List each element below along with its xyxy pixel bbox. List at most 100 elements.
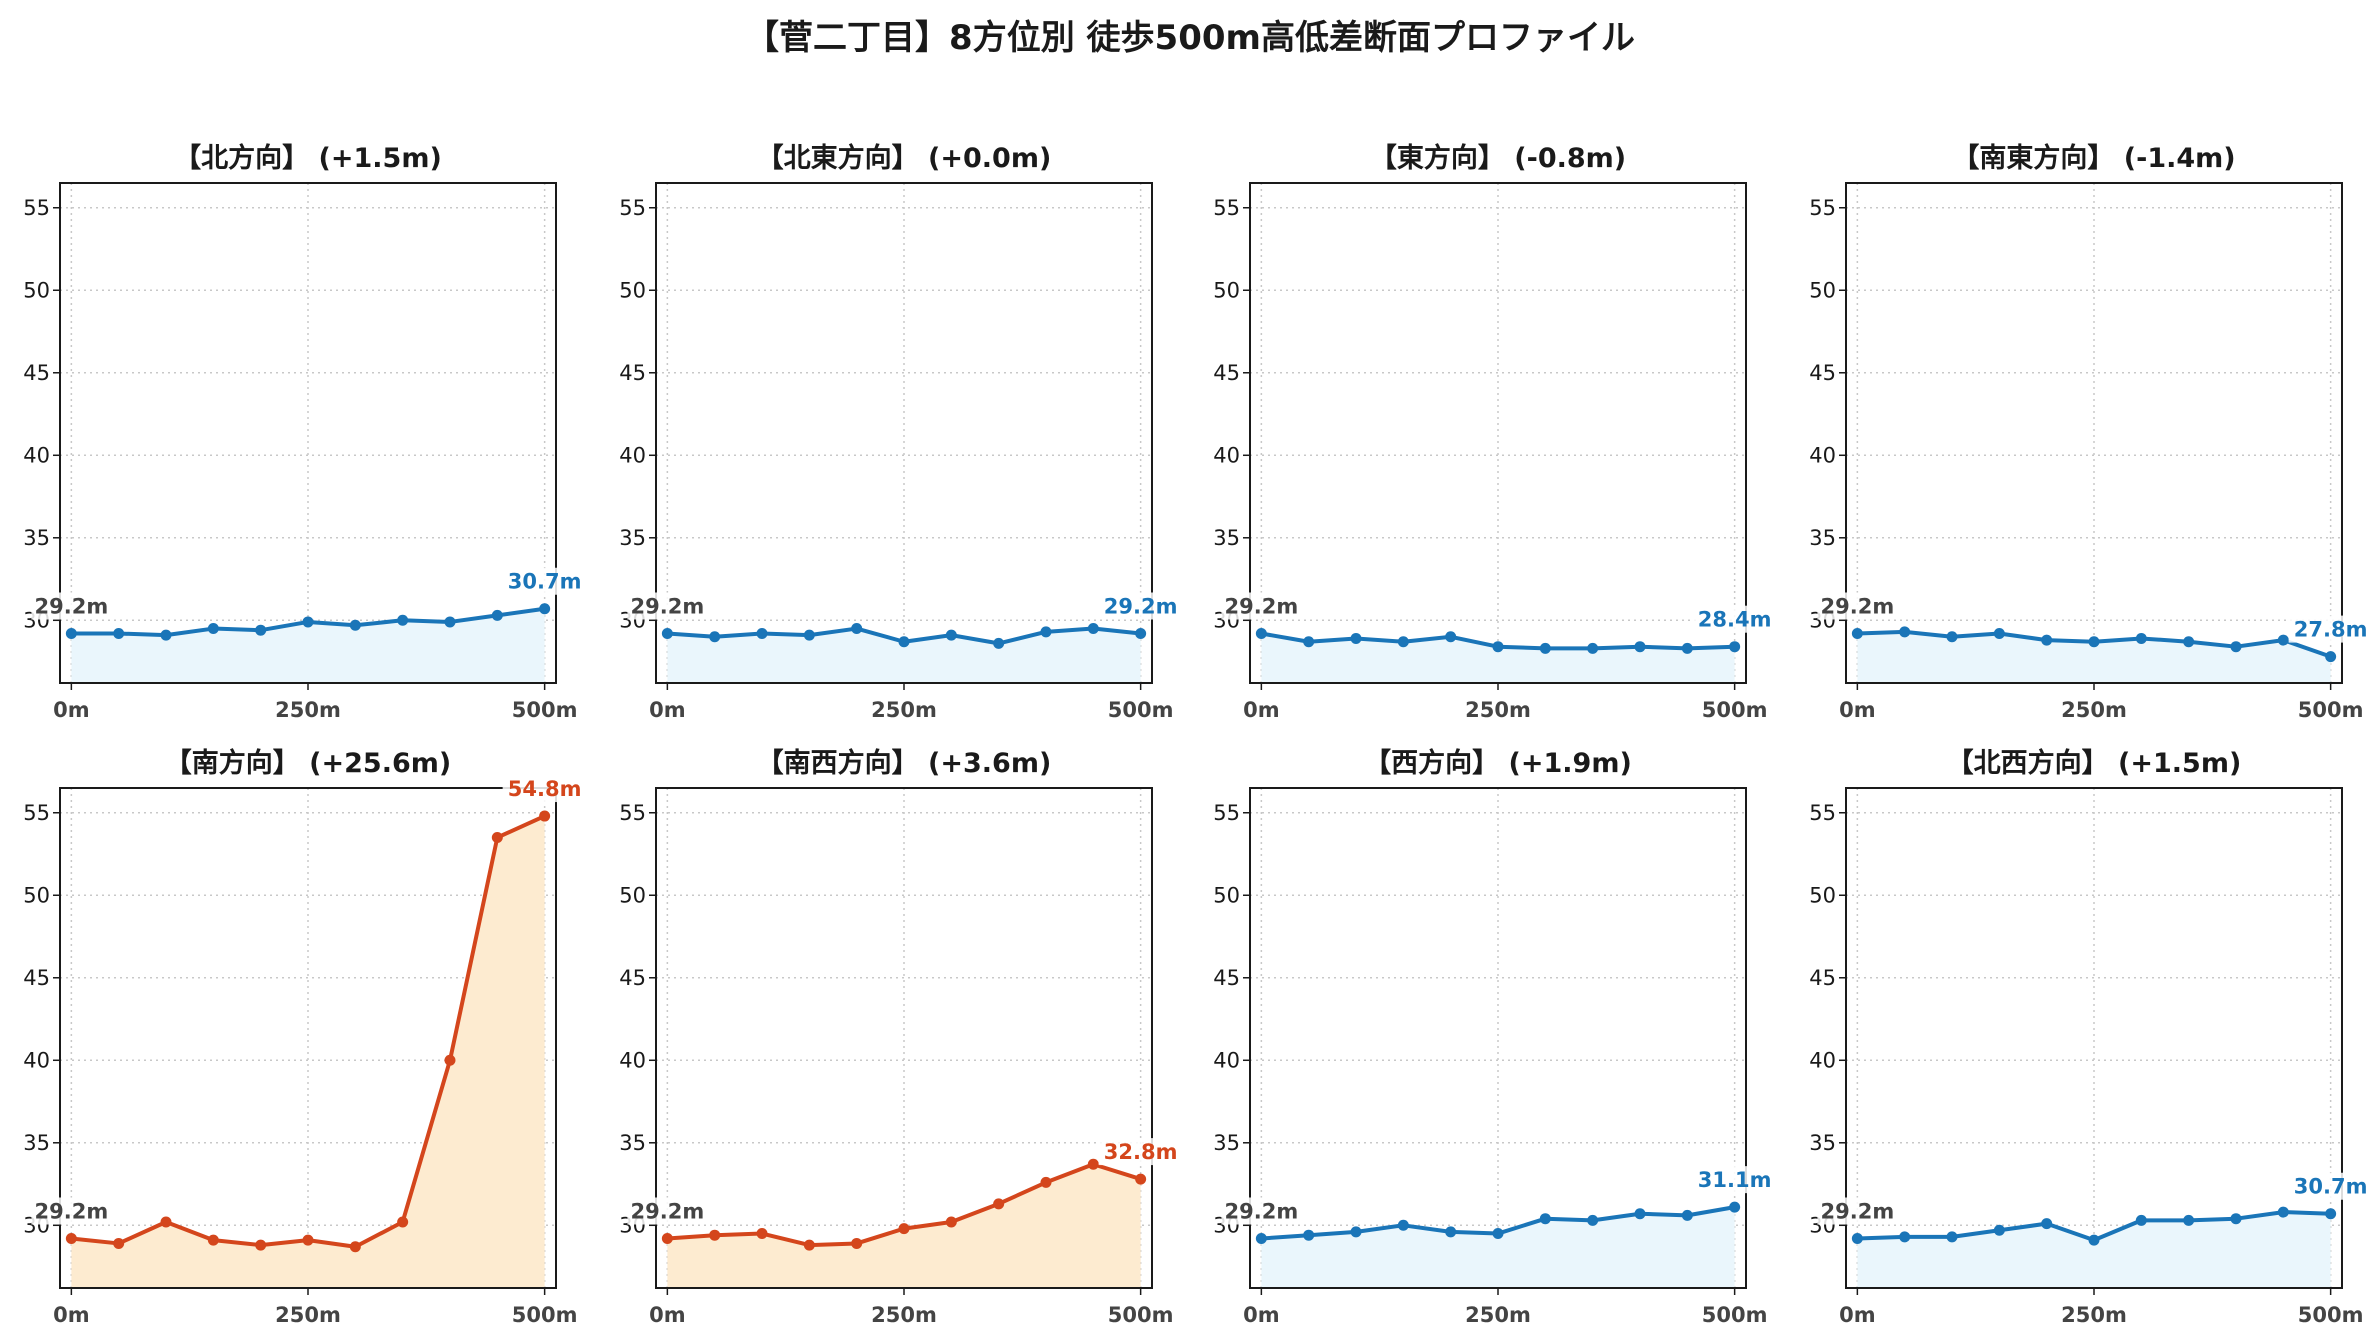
y-tick-label: 55 (23, 801, 50, 825)
y-tick-label: 45 (1213, 966, 1240, 990)
x-tick-label: 250m (1465, 1303, 1531, 1327)
end-elevation-label: 30.7m (508, 570, 582, 594)
axes-frame (59, 182, 557, 684)
data-point (1729, 641, 1741, 653)
x-tick-label: 500m (2298, 1303, 2364, 1327)
end-label-bg (1692, 605, 1777, 633)
data-point (113, 627, 125, 639)
start-elevation-label: 29.2m (35, 1199, 109, 1223)
end-label-bg (2288, 1172, 2373, 1200)
data-point (1135, 1173, 1147, 1185)
data-point (1946, 1231, 1958, 1243)
data-point (1350, 1226, 1362, 1238)
data-point (945, 1216, 957, 1228)
data-point (2230, 1213, 2242, 1225)
data-point (993, 1198, 1005, 1210)
data-point (113, 1237, 125, 1249)
x-tick-label: 500m (1702, 1303, 1768, 1327)
data-point (1303, 636, 1315, 648)
y-tick-label: 50 (619, 278, 646, 302)
y-tick-label: 35 (1213, 1131, 1240, 1155)
subplot-title: 【南方向】 (+25.6m) (165, 747, 451, 779)
data-point (539, 810, 551, 822)
end-elevation-label: 28.4m (1698, 608, 1772, 632)
start-label-bg (1817, 1197, 1898, 1225)
y-tick-label: 40 (23, 443, 50, 467)
y-tick-label: 55 (23, 196, 50, 220)
data-point (661, 627, 673, 639)
end-label-bg (502, 775, 587, 803)
data-point (1587, 1214, 1599, 1226)
data-point (2135, 1214, 2147, 1226)
data-point (207, 1234, 219, 1246)
start-elevation-label: 29.2m (1225, 594, 1299, 618)
y-tick-label: 45 (1809, 361, 1836, 385)
data-point (491, 832, 503, 844)
end-elevation-label: 54.8m (508, 777, 582, 801)
data-point (898, 1223, 910, 1235)
data-point (2277, 634, 2289, 646)
data-point (2183, 1214, 2195, 1226)
data-point (945, 629, 957, 641)
y-tick-label: 50 (23, 278, 50, 302)
x-tick-label: 500m (512, 698, 578, 722)
data-point (1445, 1226, 1457, 1238)
data-point (1397, 636, 1409, 648)
subplot-title: 【南西方向】 (+3.6m) (757, 747, 1052, 779)
x-tick-label: 250m (2061, 1303, 2127, 1327)
data-point (1539, 1213, 1551, 1225)
data-point (1681, 1209, 1693, 1221)
data-point (898, 636, 910, 648)
y-tick-label: 55 (619, 801, 646, 825)
subplot-title: 【西方向】 (+1.9m) (1364, 747, 1632, 779)
profile-area (1261, 1207, 1735, 1288)
data-point (1539, 642, 1551, 654)
data-point (851, 623, 863, 635)
data-point (302, 616, 314, 628)
data-point (1681, 642, 1693, 654)
data-point (1445, 631, 1457, 643)
subplot-title: 【東方向】 (-0.8m) (1370, 142, 1626, 174)
data-point (349, 1241, 361, 1253)
data-point (1087, 623, 1099, 635)
axes-frame (655, 182, 1153, 684)
data-point (1851, 1232, 1863, 1244)
start-label-bg (31, 1197, 112, 1225)
data-point (2277, 1206, 2289, 1218)
data-point (661, 1232, 673, 1244)
data-point (1993, 1224, 2005, 1236)
data-point (302, 1234, 314, 1246)
end-elevation-label: 27.8m (2294, 618, 2368, 642)
x-tick-label: 250m (871, 1303, 937, 1327)
data-point (2325, 651, 2337, 663)
data-point (207, 623, 219, 635)
data-point (491, 609, 503, 621)
x-tick-label: 500m (1108, 698, 1174, 722)
data-point (1899, 626, 1911, 638)
end-label-bg (1098, 592, 1183, 620)
y-tick-label: 50 (23, 883, 50, 907)
y-tick-label: 45 (1809, 966, 1836, 990)
data-point (1946, 631, 1958, 643)
x-tick-label: 0m (1243, 1303, 1280, 1327)
subplot-title: 【北西方向】 (+1.5m) (1947, 747, 2242, 779)
x-tick-label: 250m (275, 1303, 341, 1327)
x-tick-label: 500m (512, 1303, 578, 1327)
data-point (349, 619, 361, 631)
data-point (2041, 634, 2053, 646)
data-point (1899, 1231, 1911, 1243)
start-label-bg (1817, 592, 1898, 620)
start-label-bg (1221, 592, 1302, 620)
data-point (803, 1239, 815, 1251)
data-point (1040, 626, 1052, 638)
x-tick-label: 500m (2298, 698, 2364, 722)
x-tick-label: 0m (53, 698, 90, 722)
y-tick-label: 45 (23, 966, 50, 990)
data-point (1040, 1176, 1052, 1188)
profile-area (71, 608, 545, 683)
y-tick-label: 45 (1213, 361, 1240, 385)
